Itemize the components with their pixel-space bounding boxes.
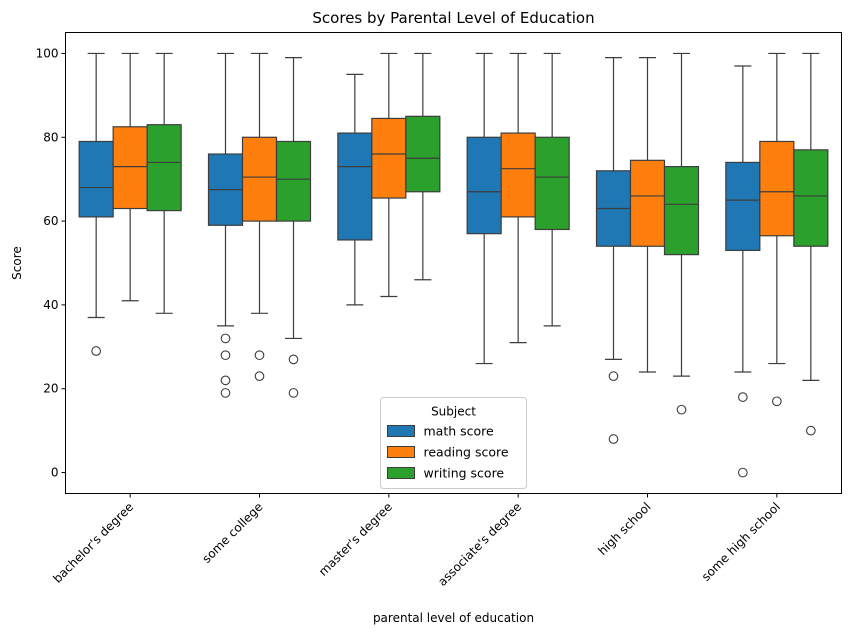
outlier-point xyxy=(91,346,102,356)
box-iqr xyxy=(466,136,502,235)
box-reading-score-0 xyxy=(112,52,148,302)
chart-title: Scores by Parental Level of Education xyxy=(312,9,594,27)
outlier-point xyxy=(220,333,231,344)
box-iqr xyxy=(663,166,700,256)
box-math-score-2 xyxy=(337,73,373,306)
box-iqr xyxy=(112,126,148,210)
legend-swatch xyxy=(387,446,415,458)
y-tick-label: 80 xyxy=(43,130,58,144)
y-tick-label: 0 xyxy=(51,466,59,480)
outlier-point xyxy=(288,354,299,365)
y-tick-label: 100 xyxy=(36,46,59,60)
box-iqr xyxy=(725,161,761,252)
box-writing-score-5 xyxy=(793,52,829,436)
outlier-point xyxy=(220,388,231,398)
legend-swatch xyxy=(387,425,415,437)
outlier-point xyxy=(220,375,231,386)
legend-title: Subject xyxy=(431,405,476,419)
box-reading-score-3 xyxy=(500,52,536,344)
box-math-score-3 xyxy=(466,52,502,365)
outlier-point xyxy=(254,350,265,361)
outlier-point xyxy=(676,404,687,415)
x-axis-label: parental level of education xyxy=(373,611,534,625)
legend-entry: writing score xyxy=(424,466,505,481)
y-tick-label: 60 xyxy=(43,214,58,228)
box-writing-score-0 xyxy=(146,52,182,314)
box-iqr xyxy=(371,117,407,199)
outlier-point xyxy=(220,350,231,361)
y-tick-label: 20 xyxy=(43,382,58,396)
legend: Subject math score reading score writing sc… xyxy=(380,397,527,489)
box-math-score-4 xyxy=(595,57,632,444)
box-writing-score-2 xyxy=(405,52,441,281)
legend-entry: reading score xyxy=(424,445,509,460)
y-axis-label: Score xyxy=(10,246,24,280)
box-iqr xyxy=(78,140,114,218)
box-math-score-0 xyxy=(78,52,114,356)
box-iqr xyxy=(405,115,441,193)
x-axis: bachelor's degree some college master's de… xyxy=(50,493,783,589)
x-tick-label: high school xyxy=(595,500,653,558)
outlier-point xyxy=(288,388,299,398)
box-iqr xyxy=(275,140,312,222)
outlier-point xyxy=(254,371,265,382)
box-reading-score-4 xyxy=(629,57,666,373)
plot-frame xyxy=(65,32,842,494)
box-iqr xyxy=(146,124,182,212)
x-tick-label: bachelor's degree xyxy=(50,500,136,586)
box-reading-score-5 xyxy=(759,52,795,407)
outlier-point xyxy=(771,396,782,407)
box-writing-score-1 xyxy=(275,57,312,398)
legend-swatch xyxy=(387,467,415,479)
x-tick-label: some high school xyxy=(699,500,783,584)
outlier-point xyxy=(608,371,619,382)
x-tick-label: some college xyxy=(200,500,266,566)
box-reading-score-2 xyxy=(371,52,407,298)
box-iqr xyxy=(500,132,536,218)
box-iqr xyxy=(241,136,278,222)
plot-area xyxy=(78,52,829,478)
box-math-score-1 xyxy=(207,52,244,398)
legend-frame xyxy=(380,397,527,489)
box-iqr xyxy=(534,136,570,231)
outlier-point xyxy=(737,392,748,402)
y-tick-label: 40 xyxy=(43,298,58,312)
outlier-point xyxy=(805,425,816,436)
box-math-score-5 xyxy=(725,65,761,478)
x-tick-label: associate's degree xyxy=(435,500,524,589)
box-iqr xyxy=(759,140,795,237)
y-axis: 0 20 40 60 80 100 xyxy=(36,46,66,480)
box-iqr xyxy=(337,132,373,241)
legend-entry: math score xyxy=(424,424,495,439)
outlier-point xyxy=(737,467,748,478)
box-reading-score-1 xyxy=(241,52,278,382)
box-iqr xyxy=(793,149,829,247)
box-writing-score-4 xyxy=(663,52,700,415)
box-iqr xyxy=(629,159,666,247)
box-writing-score-3 xyxy=(534,52,570,327)
x-tick-label: master's degree xyxy=(316,500,395,579)
outlier-point xyxy=(608,434,619,444)
